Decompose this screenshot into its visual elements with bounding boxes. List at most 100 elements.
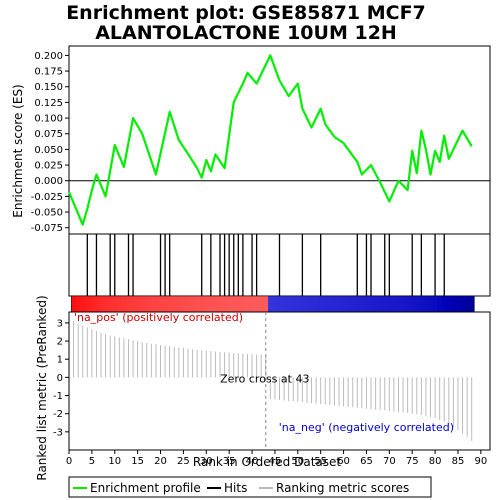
rank-color-cell (341, 296, 347, 312)
rank-color-cell (222, 296, 228, 312)
rank-color-cell (117, 296, 123, 312)
rank-color-cell (322, 296, 329, 312)
x-tick-label: 10 (108, 456, 121, 467)
rank-color-cell (263, 296, 269, 312)
es-y-tick-label: 0.200 (34, 51, 63, 62)
rank-color-cell (281, 296, 287, 312)
es-y-axis-label: Enrichment score (ES) (11, 84, 25, 217)
x-tick-label: 60 (337, 456, 350, 467)
pos-label: 'na_pos' (positively correlated) (74, 311, 243, 324)
rank-color-cell (208, 296, 214, 312)
x-tick-label: 85 (452, 456, 465, 467)
legend-metric-label: Ranking metric scores (276, 481, 409, 495)
rank-color-cell (217, 296, 223, 312)
metric-bars (73, 321, 473, 441)
x-tick-label: 90 (474, 456, 487, 467)
rank-color-cell (126, 296, 132, 312)
rank-color-bar (71, 295, 475, 313)
es-series (67, 54, 473, 226)
rank-color-cell (313, 296, 319, 312)
rank-color-cell (153, 296, 159, 312)
rank-color-cell (332, 296, 338, 312)
rank-color-cell (121, 296, 127, 312)
rank-color-cell (245, 296, 251, 312)
chart-title-line1: Enrichment plot: GSE85871 MCF7 (66, 2, 426, 24)
rank-color-cell (469, 296, 475, 312)
chart-title-line2: ALANTOLACTONE 10UM 12H (95, 22, 397, 44)
rank-color-cell (423, 296, 429, 312)
es-y-tick-label: 0.050 (34, 145, 63, 156)
x-axis-label: Rank in Ordered Dataset (193, 455, 341, 469)
x-ticks: 0 5 10 15 20 25 30 35 40 45 50 55 60 65 70 75 80 85 90 (66, 450, 487, 467)
es-y-tick-label: 0.000 (34, 176, 63, 187)
rank-color-cell (190, 296, 196, 312)
rank-color-cell (226, 296, 233, 312)
rank-color-cell (176, 296, 182, 312)
x-tick-label: 65 (360, 456, 373, 467)
rank-color-cell (185, 296, 191, 312)
legend-box (68, 476, 432, 498)
es-y-tick-label: 0.175 (34, 67, 63, 78)
x-tick-label: 70 (383, 456, 396, 467)
rank-color-cell (295, 296, 301, 312)
rank-color-cell (98, 296, 104, 312)
rank-color-cell (382, 296, 388, 312)
rank-color-cell (75, 296, 82, 312)
es-panel-frame (68, 45, 491, 235)
zero-cross-label: Zero cross at 43 (220, 372, 309, 385)
rank-color-cell (85, 296, 91, 312)
x-tick-label: 55 (314, 456, 327, 467)
es-y-tick-label: -0.025 (31, 192, 63, 203)
rank-color-cell (213, 296, 219, 312)
rank-color-cell (419, 296, 425, 312)
rank-color-cell (258, 296, 265, 312)
rank-color-cell (158, 296, 164, 312)
neg-label: 'na_neg' (negatively correlated) (279, 421, 454, 434)
es-y-tick-label: 0.025 (34, 161, 63, 172)
enrichment-profile-line (67, 54, 473, 226)
rank-color-cell (428, 296, 434, 312)
rank-color-cell (464, 296, 471, 312)
rank-color-cell (350, 296, 356, 312)
rank-color-cell (249, 296, 255, 312)
rank-color-cell (94, 296, 100, 312)
rank-color-cell (139, 296, 146, 312)
rank-color-cell (135, 296, 141, 312)
metric-y-tick-label: 2 (57, 337, 63, 348)
rank-color-cell (432, 296, 438, 312)
rank-color-cell (300, 296, 306, 312)
x-tick-label: 50 (291, 456, 304, 467)
legend-hits-label: Hits (224, 481, 247, 495)
x-tick-label: 20 (154, 456, 167, 467)
rank-color-cell (368, 296, 374, 312)
rank-color-cell (409, 296, 416, 312)
rank-color-cell (194, 296, 201, 312)
metric-y-tick-label: -3 (53, 427, 63, 438)
rank-color-cell (171, 296, 178, 312)
rank-color-cell (373, 296, 379, 312)
es-y-tick-label: 0.150 (34, 82, 63, 93)
rank-color-cell (240, 296, 246, 312)
rank-color-cell (309, 296, 315, 312)
rank-color-cell (130, 296, 136, 312)
rank-color-cell (327, 296, 333, 312)
rank-color-cell (277, 296, 283, 312)
x-tick-label: 35 (223, 456, 236, 467)
rank-color-cell (231, 296, 237, 312)
metric-y-tick-label: 3 (57, 318, 63, 329)
x-tick-label: 25 (177, 456, 190, 467)
rank-color-cell (355, 296, 361, 312)
rank-color-cell (451, 296, 457, 312)
x-tick-label: 5 (89, 456, 95, 467)
rank-color-cell (80, 296, 86, 312)
rank-color-cell (199, 296, 205, 312)
rank-color-cell (455, 296, 461, 312)
es-y-tick-label: 0.075 (34, 129, 63, 140)
rank-color-cell (387, 296, 393, 312)
rank-color-cell (318, 296, 324, 312)
rank-color-cell (441, 296, 448, 312)
rank-color-cell (167, 296, 173, 312)
rank-color-cell (336, 296, 342, 312)
rank-color-cell (437, 296, 443, 312)
rank-color-cell (107, 296, 114, 312)
